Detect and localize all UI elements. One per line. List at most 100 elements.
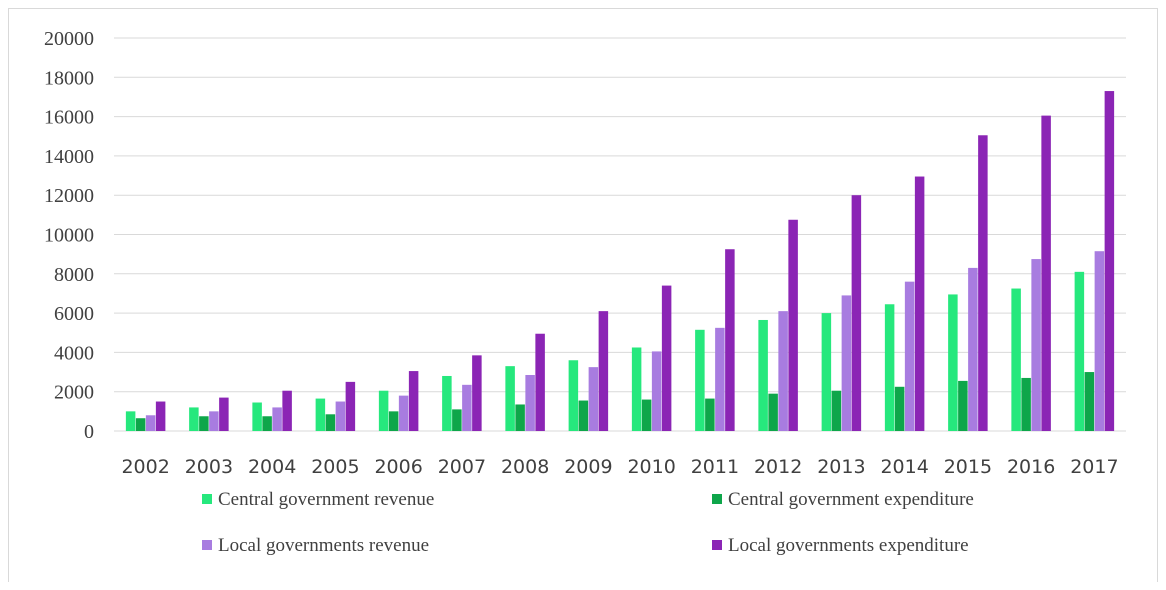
x-tick-label: 2013 xyxy=(817,456,865,478)
bar-central-government-revenue xyxy=(695,329,705,431)
x-tick-label: 2007 xyxy=(438,456,486,478)
y-tick-label: 10000 xyxy=(44,225,94,247)
bar-central-government-expenditure xyxy=(388,411,399,431)
bar-local-governments-expenditure xyxy=(219,397,229,431)
bar-local-governments-revenue xyxy=(1094,251,1105,431)
bar-local-governments-revenue xyxy=(525,374,535,431)
x-tick-label: 2004 xyxy=(248,456,296,478)
y-tick-label: 18000 xyxy=(44,67,94,89)
bar-central-government-expenditure xyxy=(199,416,209,431)
bar-local-governments-revenue xyxy=(588,367,599,431)
bar-central-government-expenditure xyxy=(705,398,715,431)
x-tick-label: 2016 xyxy=(1007,456,1055,478)
bar-central-government-expenditure xyxy=(135,418,146,431)
bar-central-government-revenue xyxy=(125,411,136,431)
y-tick-label: 14000 xyxy=(44,146,94,168)
x-tick-label: 2012 xyxy=(754,456,802,478)
x-tick-label: 2005 xyxy=(311,456,359,478)
bar-local-governments-expenditure xyxy=(978,135,988,431)
bar-local-governments-expenditure xyxy=(1104,91,1115,432)
bar-local-governments-revenue xyxy=(272,407,282,431)
y-tick-label: 4000 xyxy=(54,342,94,364)
bar-local-governments-revenue xyxy=(904,281,915,431)
y-tick-label: 12000 xyxy=(44,185,94,207)
bar-local-governments-expenditure xyxy=(282,390,292,431)
bar-local-governments-expenditure xyxy=(1041,115,1051,432)
x-tick-label: 2003 xyxy=(185,456,233,478)
y-tick-label: 8000 xyxy=(54,264,94,286)
bar-local-governments-expenditure xyxy=(535,333,545,431)
bar-local-governments-revenue xyxy=(651,351,662,431)
bar-central-government-expenditure xyxy=(578,400,589,431)
x-tick-label: 2015 xyxy=(944,456,992,478)
legend-label: Local governments expenditure xyxy=(728,535,969,556)
bar-central-government-revenue xyxy=(631,347,642,431)
bar-central-government-revenue xyxy=(442,375,452,431)
legend-swatch xyxy=(202,494,212,504)
x-tick-label: 2009 xyxy=(564,456,612,478)
bar-local-governments-expenditure xyxy=(598,311,609,431)
bar-local-governments-expenditure xyxy=(345,381,356,431)
bar-central-government-revenue xyxy=(948,294,958,431)
bar-local-governments-revenue xyxy=(715,327,725,431)
bar-local-governments-revenue xyxy=(968,267,978,431)
bar-central-government-revenue xyxy=(1074,271,1085,431)
y-tick-label: 2000 xyxy=(54,382,94,404)
bar-local-governments-revenue xyxy=(209,411,219,431)
bar-central-government-expenditure xyxy=(831,390,842,431)
bar-local-governments-expenditure xyxy=(155,401,166,431)
bar-central-government-expenditure xyxy=(262,416,272,431)
bar-central-government-revenue xyxy=(758,319,768,431)
bar-central-government-revenue xyxy=(1011,288,1021,431)
legend-label: Central government revenue xyxy=(218,489,434,510)
x-tick-label: 2010 xyxy=(627,456,675,478)
y-tick-label: 16000 xyxy=(44,107,94,129)
bar-central-government-expenditure xyxy=(958,380,968,431)
bar-central-government-revenue xyxy=(378,390,389,431)
bar-central-government-revenue xyxy=(189,407,199,431)
bar-central-government-expenditure xyxy=(452,409,462,431)
x-tick-label: 2014 xyxy=(880,456,928,478)
bar-local-governments-revenue xyxy=(145,415,156,431)
bar-local-governments-revenue xyxy=(778,311,788,431)
chart-frame xyxy=(8,8,1158,582)
bar-central-government-revenue xyxy=(884,304,895,431)
legend-label: Local governments revenue xyxy=(218,535,429,556)
legend-swatch xyxy=(712,494,722,504)
bar-central-government-expenditure xyxy=(768,393,778,431)
bar-central-government-revenue xyxy=(821,313,832,431)
x-tick-label: 2002 xyxy=(121,456,169,478)
bar-central-government-revenue xyxy=(568,360,579,431)
bar-local-governments-expenditure xyxy=(851,195,862,431)
x-tick-label: 2008 xyxy=(501,456,549,478)
bar-central-government-revenue xyxy=(252,402,262,431)
y-tick-label: 0 xyxy=(84,421,94,443)
x-tick-label: 2011 xyxy=(691,456,739,478)
bar-local-governments-revenue xyxy=(335,401,346,431)
bar-central-government-expenditure xyxy=(325,414,336,431)
bar-central-government-expenditure xyxy=(515,404,525,431)
bar-local-governments-expenditure xyxy=(788,219,798,431)
bar-local-governments-expenditure xyxy=(408,371,419,431)
bar-local-governments-revenue xyxy=(462,384,472,431)
bar-local-governments-expenditure xyxy=(472,355,482,431)
bar-central-government-expenditure xyxy=(1084,372,1095,431)
bar-central-government-revenue xyxy=(315,398,326,431)
bar-central-government-expenditure xyxy=(894,386,905,431)
bar-central-government-revenue xyxy=(505,366,515,431)
bar-central-government-expenditure xyxy=(1021,377,1031,431)
bar-local-governments-expenditure xyxy=(725,249,735,431)
legend-label: Central government expenditure xyxy=(728,489,974,510)
y-tick-label: 20000 xyxy=(44,28,94,50)
x-tick-label: 2017 xyxy=(1070,456,1118,478)
x-tick-label: 2006 xyxy=(374,456,422,478)
bar-local-governments-revenue xyxy=(1031,259,1041,431)
legend-swatch xyxy=(712,540,722,550)
bar-local-governments-expenditure xyxy=(661,285,672,431)
legend-swatch xyxy=(202,540,212,550)
y-tick-label: 6000 xyxy=(54,303,94,325)
bar-local-governments-revenue xyxy=(398,395,409,431)
bar-local-governments-expenditure xyxy=(914,176,925,431)
bar-central-government-expenditure xyxy=(641,399,652,431)
